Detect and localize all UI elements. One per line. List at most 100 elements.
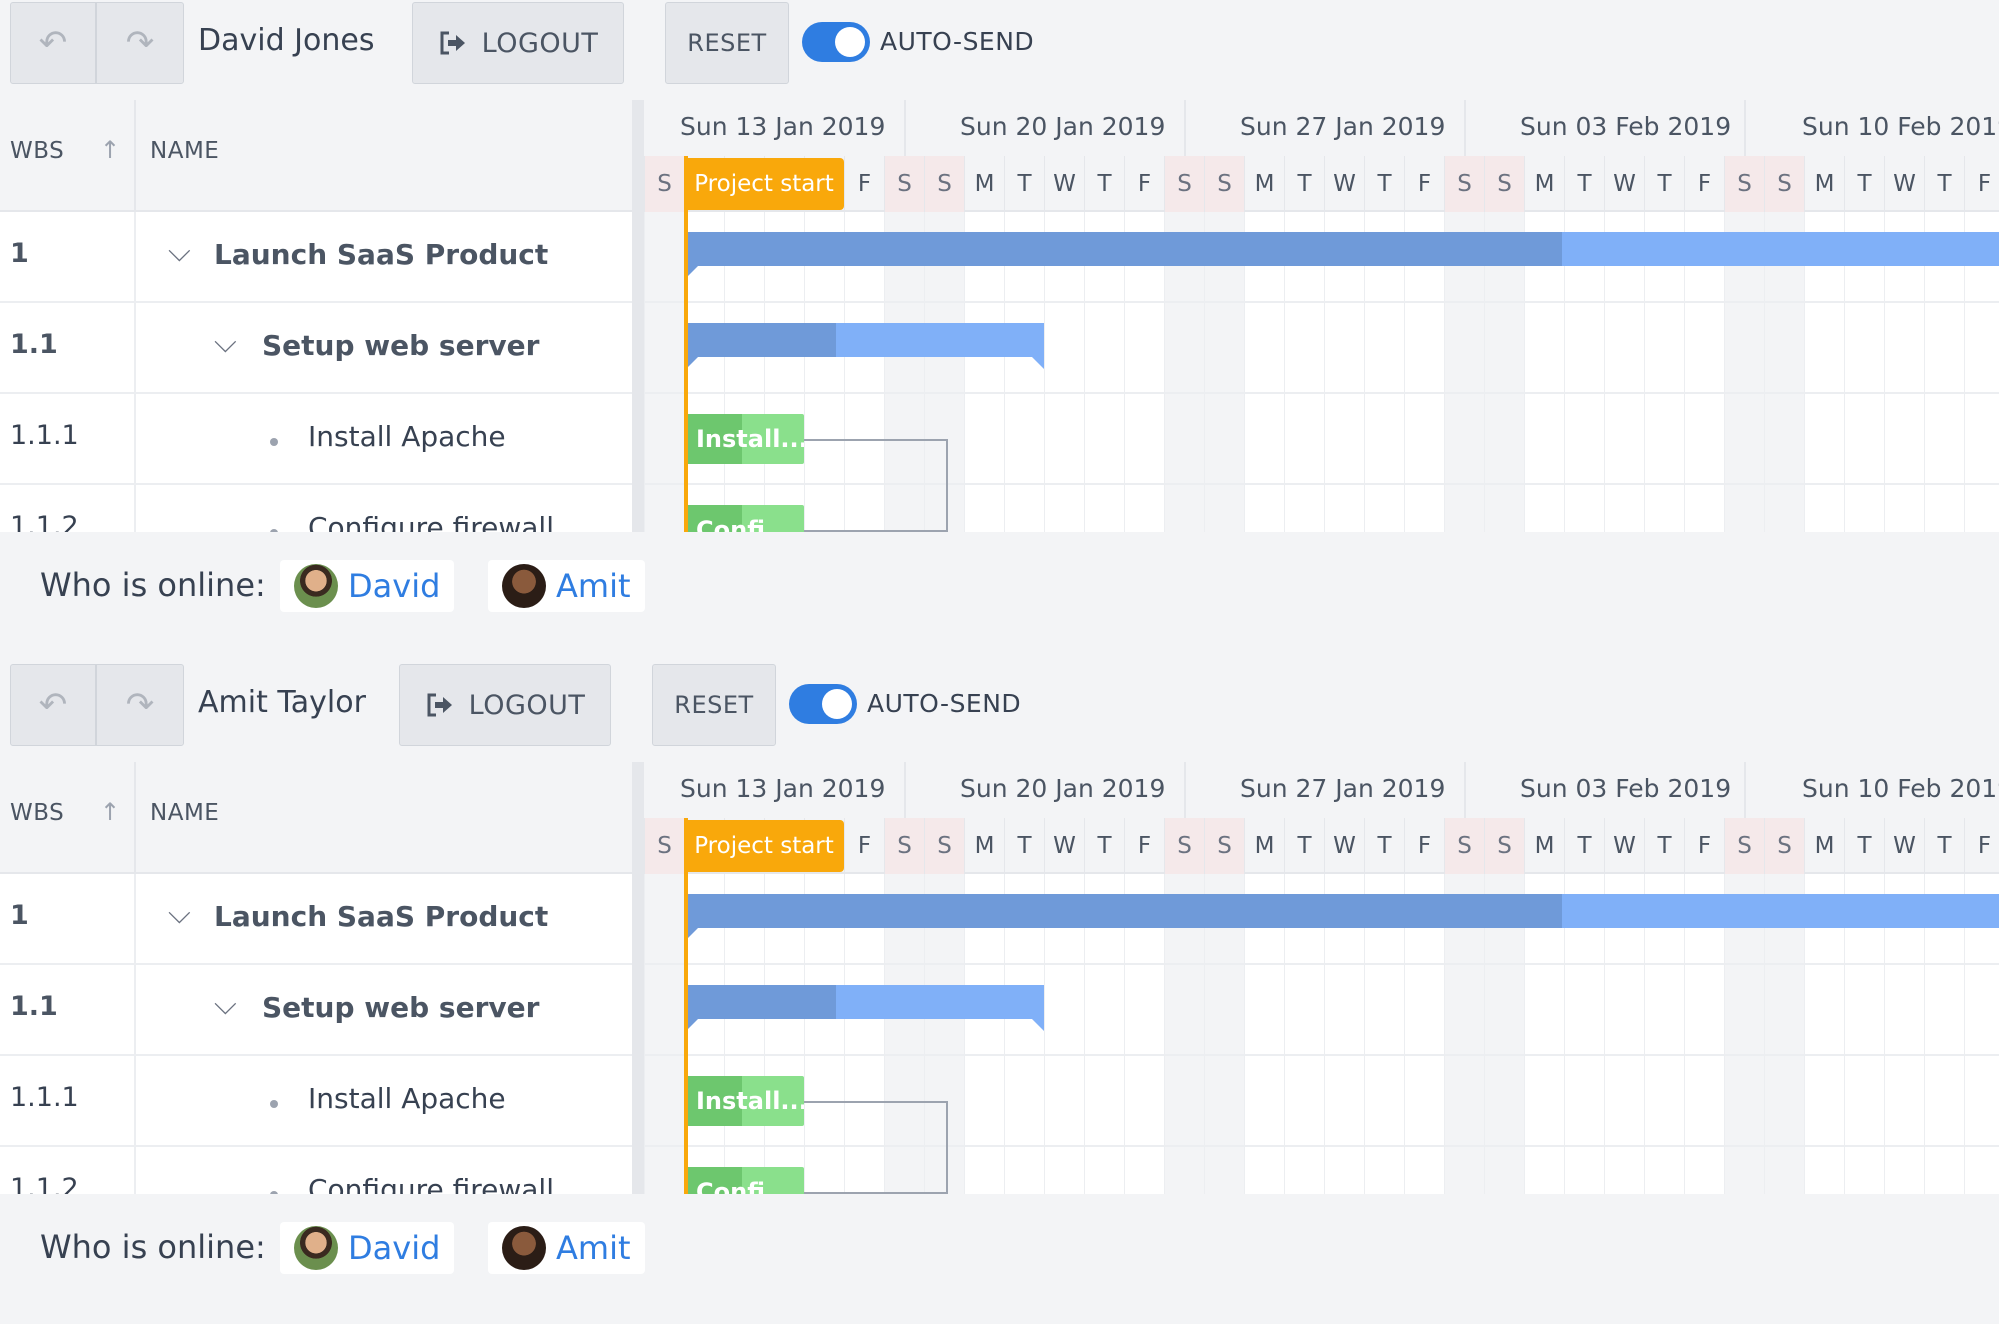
week-label: Sun 27 Jan 2019	[1240, 112, 1446, 141]
day-cell: S	[644, 156, 684, 212]
task-bar-label: Confi...	[696, 516, 793, 532]
day-gridline	[1644, 874, 1645, 1194]
sort-ascending-icon[interactable]: ↑	[100, 136, 121, 164]
dependency-line[interactable]	[946, 1101, 948, 1194]
auto-send-toggle[interactable]	[802, 22, 870, 62]
task-row[interactable]: 1.1 ⌵ Setup web server	[0, 303, 632, 394]
reset-button[interactable]: RESET	[665, 2, 789, 84]
task-bar-configure-firewall[interactable]: Confi...	[686, 1167, 804, 1194]
day-cell: M	[1804, 818, 1844, 874]
week-divider	[1744, 762, 1746, 818]
week-label: Sun 20 Jan 2019	[960, 112, 1166, 141]
day-gridline	[964, 212, 965, 532]
day-gridline	[1764, 212, 1765, 532]
toolbar: ↶ ↷ Amit Taylor LOGOUT RESET AUTO-SEND	[0, 662, 1999, 762]
day-cell: F	[1964, 818, 1999, 874]
timeline[interactable]: Sun 13 Jan 2019 Sun 20 Jan 2019 Sun 27 Jan…	[644, 100, 1999, 532]
day-cell: W	[1044, 156, 1084, 212]
bar-progress	[686, 323, 836, 357]
redo-button[interactable]: ↷	[96, 2, 184, 84]
avatar	[502, 564, 546, 608]
day-cell: W	[1604, 156, 1644, 212]
column-divider[interactable]	[134, 762, 136, 872]
summary-bar-launch-saas[interactable]	[686, 894, 1999, 940]
online-user-chip-david[interactable]: David	[280, 1222, 455, 1274]
day-gridline	[1844, 874, 1845, 1194]
online-user-chip-amit[interactable]: Amit	[488, 1222, 645, 1274]
chevron-down-icon[interactable]: ⌵	[214, 325, 237, 360]
summary-bar-setup-web-server[interactable]	[686, 323, 1044, 369]
day-gridline	[1044, 874, 1045, 1194]
name-column-header[interactable]: NAME	[150, 800, 220, 826]
task-bar-configure-firewall[interactable]: Confi...	[686, 505, 804, 532]
week-divider	[904, 762, 906, 818]
day-cell: S	[1764, 818, 1804, 874]
project-start-marker[interactable]: Project start	[684, 820, 844, 872]
task-bar-label: Install...	[696, 1087, 804, 1115]
splitter-handle[interactable]	[632, 762, 644, 1194]
undo-button[interactable]: ↶	[10, 664, 96, 746]
task-bar-install-apache[interactable]: Install...	[686, 414, 804, 464]
dependency-line[interactable]	[804, 530, 948, 532]
chevron-down-icon[interactable]: ⌵	[214, 987, 237, 1022]
dependency-line[interactable]	[804, 1101, 948, 1103]
dependency-line[interactable]	[804, 1192, 948, 1194]
current-user-name: David Jones	[198, 23, 375, 58]
task-progress	[686, 414, 742, 464]
row-line	[644, 301, 1999, 303]
sort-ascending-icon[interactable]: ↑	[100, 798, 121, 826]
task-row[interactable]: 1.1 ⌵ Setup web server	[0, 965, 632, 1056]
day-cell: T	[1924, 156, 1964, 212]
undo-button[interactable]: ↶	[10, 2, 96, 84]
online-user-chip-david[interactable]: David	[280, 560, 455, 612]
dependency-line[interactable]	[804, 439, 948, 441]
wbs-column-header[interactable]: WBS	[10, 800, 65, 826]
logout-button[interactable]: LOGOUT	[412, 2, 624, 84]
day-cell: M	[1804, 156, 1844, 212]
day-gridline	[1404, 212, 1405, 532]
week-label: Sun 13 Jan 2019	[680, 774, 886, 803]
auto-send-label: AUTO-SEND	[867, 689, 1022, 718]
task-row[interactable]: 1.1.2 Configure firewall	[0, 1147, 632, 1194]
cell-divider	[134, 303, 136, 394]
day-cell: F	[844, 818, 884, 874]
task-row[interactable]: 1.1.1 Install Apache	[0, 394, 632, 485]
project-start-marker[interactable]: Project start	[684, 158, 844, 210]
chevron-down-icon[interactable]: ⌵	[168, 234, 191, 269]
avatar	[294, 1226, 338, 1270]
chevron-down-icon[interactable]: ⌵	[168, 896, 191, 931]
summary-bar-setup-web-server[interactable]	[686, 985, 1044, 1031]
timeline[interactable]: Sun 13 Jan 2019 Sun 20 Jan 2019 Sun 27 Jan…	[644, 762, 1999, 1194]
dependency-line[interactable]	[946, 439, 948, 532]
name-cell: Launch SaaS Product	[214, 238, 549, 271]
wbs-cell: 1	[10, 900, 29, 931]
task-row[interactable]: 1.1.1 Install Apache	[0, 1056, 632, 1147]
day-gridline	[1404, 874, 1405, 1194]
auto-send-toggle[interactable]	[789, 684, 857, 724]
name-column-header[interactable]: NAME	[150, 138, 220, 164]
online-user-name: David	[348, 1229, 441, 1267]
logout-button[interactable]: LOGOUT	[399, 664, 611, 746]
column-divider[interactable]	[134, 100, 136, 210]
online-user-chip-amit[interactable]: Amit	[488, 560, 645, 612]
summary-bar-launch-saas[interactable]	[686, 232, 1999, 278]
wbs-column-header[interactable]: WBS	[10, 138, 65, 164]
task-row[interactable]: 1 ⌵ Launch SaaS Product	[0, 874, 632, 965]
splitter-handle[interactable]	[632, 100, 644, 532]
day-cell: T	[1924, 818, 1964, 874]
name-cell: Install Apache	[308, 1082, 506, 1115]
toggle-knob	[822, 689, 852, 719]
task-row[interactable]: 1.1.2 Configure firewall	[0, 485, 632, 532]
online-user-name: Amit	[556, 1229, 631, 1267]
task-row[interactable]: 1 ⌵ Launch SaaS Product	[0, 212, 632, 303]
reset-button[interactable]: RESET	[652, 664, 776, 746]
day-cell: S	[884, 818, 924, 874]
day-cell: T	[1844, 156, 1884, 212]
day-gridline	[924, 212, 925, 532]
cell-divider	[134, 1056, 136, 1147]
redo-button[interactable]: ↷	[96, 664, 184, 746]
task-bar-label: Install...	[696, 425, 804, 453]
online-label: Who is online:	[40, 566, 266, 604]
task-bar-install-apache[interactable]: Install...	[686, 1076, 804, 1126]
cell-divider	[134, 485, 136, 532]
